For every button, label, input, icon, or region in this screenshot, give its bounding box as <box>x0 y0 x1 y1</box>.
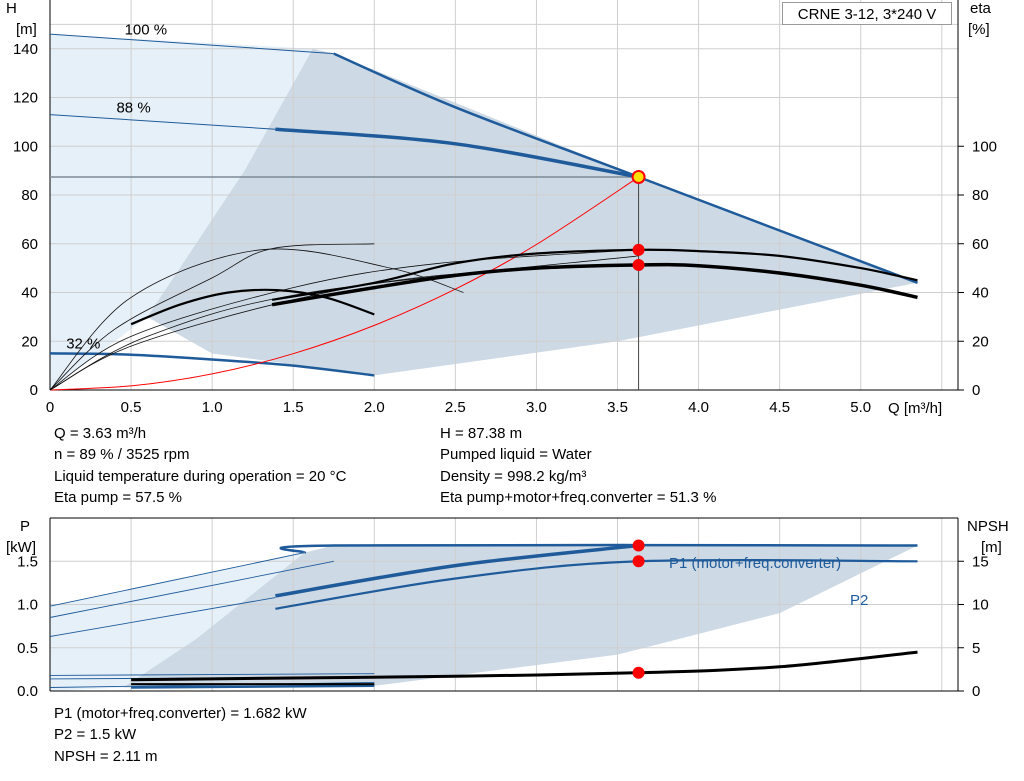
y-axis-title-left-2: [m] <box>16 21 37 38</box>
x-tick-label: 3.5 <box>607 399 628 416</box>
series-p-low <box>131 684 375 689</box>
legend-p1: P1 (motor+freq.converter) <box>669 555 841 572</box>
y-tick-label-bottom-right: 5 <box>972 640 980 657</box>
y-axis-title-left-1: H <box>6 0 17 17</box>
speed-label-1: 88 % <box>116 99 150 116</box>
y-tick-label-bottom-right: 0 <box>972 683 980 700</box>
y-tick-label-left: 0 <box>30 382 38 399</box>
y-tick-label-right: 20 <box>972 333 989 350</box>
eta-thin-line-1 <box>49 249 639 391</box>
head-curve-88 <box>275 127 639 179</box>
power-extension-0 <box>49 552 305 607</box>
y-tick-label-left: 100 <box>13 138 38 155</box>
power-light-area <box>50 552 305 691</box>
x-tick-label: 0.5 <box>121 399 142 416</box>
efficiency-curve-2 <box>130 288 375 326</box>
op-point-eta-total <box>632 258 645 271</box>
x-tick-label: 4.5 <box>769 399 790 416</box>
y-axis-title-right-2: [%] <box>968 21 990 38</box>
y-tick-label-bottom-left: 1.5 <box>17 553 38 570</box>
y-tick-label-bottom-left: 0.0 <box>17 683 38 700</box>
op-point-p2 <box>632 555 645 568</box>
x-tick-label: 1.0 <box>202 399 223 416</box>
x-tick-label: 5.0 <box>850 399 871 416</box>
x-axis-title: Q [m³/h] <box>888 400 942 417</box>
efficiency-curve-0 <box>271 248 918 301</box>
x-tick-label: 2.5 <box>445 399 466 416</box>
y-axis-title-bottom-right-2: [m] <box>981 539 1002 556</box>
speed-label-2: 32 % <box>66 336 100 353</box>
y-tick-label-bottom-right: 10 <box>972 597 989 614</box>
series-npsh <box>131 650 918 682</box>
series-p2 <box>275 558 918 610</box>
y-tick-label-left: 60 <box>21 236 38 253</box>
series-p1-max <box>279 543 918 554</box>
power-npsh-chart: 0.0 0.5 1.0 1.5 0 5 10 15 P [kW] NPSH [m] P1 (motor+… <box>6 517 1009 700</box>
power-extension-2 <box>49 597 276 637</box>
y-tick-label-left: 80 <box>21 187 38 204</box>
y-tick-label-right: 60 <box>972 236 989 253</box>
y-axis-title-bottom-left-2: [kW] <box>6 539 36 556</box>
x-tick-label: 0 <box>46 399 54 416</box>
y-axis-title-bottom-right-1: NPSH <box>967 518 1009 535</box>
x-tick-label: 1.5 <box>283 399 304 416</box>
y-tick-label-right: 100 <box>972 138 997 155</box>
y-tick-label-bottom-left: 0.5 <box>17 640 38 657</box>
series-p1 <box>275 543 639 598</box>
x-tick-label: 3.0 <box>526 399 547 416</box>
op-point-p1 <box>632 539 645 552</box>
x-tick-label: 4.0 <box>688 399 709 416</box>
power-extension-1 <box>49 560 334 618</box>
legend-p2: P2 <box>850 592 868 609</box>
y-tick-label-left: 40 <box>21 285 38 302</box>
y-tick-label-left: 140 <box>13 41 38 58</box>
efficiency-curve-1 <box>271 262 918 307</box>
power-extension-3 <box>49 673 375 676</box>
y-axis-title-bottom-left-1: P <box>20 518 30 535</box>
head-extension-100 <box>49 33 334 55</box>
power-operating-area <box>122 545 918 688</box>
op-point-head <box>631 170 646 185</box>
speed-label-0: 100 % <box>125 21 168 38</box>
x-tick-label: 2.0 <box>364 399 385 416</box>
op-point-npsh <box>632 666 645 679</box>
head-curve-100 <box>333 52 918 284</box>
y-tick-label-right: 40 <box>972 285 989 302</box>
head-curve-32 <box>49 352 375 377</box>
head-efficiency-chart: 0 0.5 1.0 1.5 2.0 2.5 3.0 3.5 4.0 4.5 5.0 0 20 40 60 80… <box>6 0 997 417</box>
y-tick-label-bottom-right: 15 <box>972 553 989 570</box>
y-axis-title-right-1: eta <box>970 0 992 17</box>
pump-title: CRNE 3-12, 3*240 V <box>782 2 952 25</box>
op-point-eta-pump <box>632 243 645 256</box>
eta-thin-line-0 <box>49 243 375 391</box>
y-tick-label-left: 20 <box>21 333 38 350</box>
system-curve <box>49 176 639 391</box>
y-tick-label-left: 120 <box>13 90 38 107</box>
y-tick-label-right: 0 <box>972 382 980 399</box>
y-tick-label-right: 80 <box>972 187 989 204</box>
head-extension-88 <box>49 114 276 130</box>
eta-thin-arc <box>49 248 464 391</box>
y-tick-label-bottom-left: 1.0 <box>17 597 38 614</box>
light-area <box>50 34 313 390</box>
